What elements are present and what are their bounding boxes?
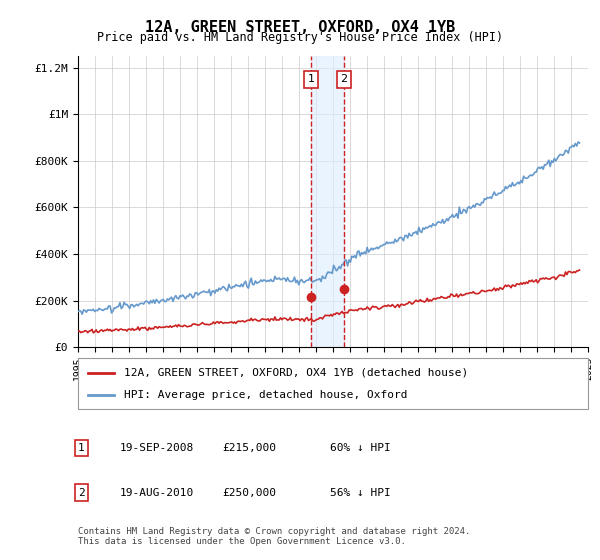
- Text: 2: 2: [340, 74, 347, 85]
- Text: 12A, GREEN STREET, OXFORD, OX4 1YB (detached house): 12A, GREEN STREET, OXFORD, OX4 1YB (deta…: [124, 367, 468, 377]
- Text: 19-AUG-2010: 19-AUG-2010: [120, 488, 194, 498]
- Text: 1: 1: [308, 74, 314, 85]
- Text: 1: 1: [78, 443, 85, 453]
- Text: £250,000: £250,000: [222, 488, 276, 498]
- FancyBboxPatch shape: [78, 358, 588, 409]
- Bar: [311, 56, 344, 347]
- Text: Price paid vs. HM Land Registry's House Price Index (HPI): Price paid vs. HM Land Registry's House …: [97, 31, 503, 44]
- Text: £215,000: £215,000: [222, 443, 276, 453]
- Text: HPI: Average price, detached house, Oxford: HPI: Average price, detached house, Oxfo…: [124, 390, 407, 400]
- Text: 19-SEP-2008: 19-SEP-2008: [120, 443, 194, 453]
- Text: 12A, GREEN STREET, OXFORD, OX4 1YB: 12A, GREEN STREET, OXFORD, OX4 1YB: [145, 20, 455, 35]
- Text: 2: 2: [78, 488, 85, 498]
- Text: 56% ↓ HPI: 56% ↓ HPI: [330, 488, 391, 498]
- Text: 60% ↓ HPI: 60% ↓ HPI: [330, 443, 391, 453]
- Text: Contains HM Land Registry data © Crown copyright and database right 2024.
This d: Contains HM Land Registry data © Crown c…: [78, 526, 470, 546]
